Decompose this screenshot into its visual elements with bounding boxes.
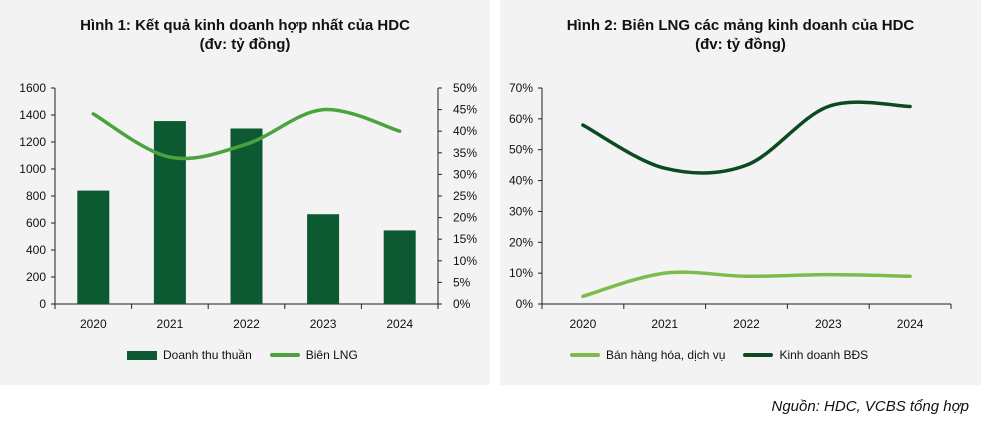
right-axis-tick-label: 20%	[453, 211, 477, 225]
right-axis-tick-label: 45%	[453, 103, 477, 117]
chart-2-title-line1: Hình 2: Biên LNG các mảng kinh doanh của…	[566, 17, 915, 34]
legend-label-margin: Biên LNG	[305, 348, 358, 362]
legend-label-revenue: Doanh thu thuần	[163, 348, 252, 362]
chart-1-title-line2: (đv: tỷ đồng)	[199, 36, 291, 53]
source-note: Nguồn: HDC, VCBS tổng hợp	[771, 398, 970, 415]
line-series-real-estate	[581, 100, 912, 175]
x-axis-tick-label: 2024	[386, 317, 413, 331]
y-axis-tick-label: 60%	[509, 112, 533, 126]
legend-label-realestate: Kinh doanh BĐS	[779, 348, 869, 362]
legend-item-margin: Biên LNG	[269, 348, 358, 362]
legend-swatch-margin	[269, 353, 300, 357]
chart-1-title: Hình 1: Kết quả kinh doanh hợp nhất của …	[0, 16, 490, 54]
chart-panel-1: Hình 1: Kết quả kinh doanh hợp nhất của …	[0, 0, 490, 385]
left-axis-tick-label: 1000	[19, 162, 46, 176]
left-axis-tick-label: 800	[26, 189, 46, 203]
y-axis-tick-label: 40%	[509, 174, 533, 188]
bar-revenue-2024	[383, 230, 416, 304]
legend-label-goods: Bán hàng hóa, dịch vụ	[606, 348, 726, 362]
right-axis-tick-label: 5%	[453, 275, 471, 289]
left-axis-tick-label: 1600	[19, 81, 46, 95]
chart-2-title: Hình 2: Biên LNG các mảng kinh doanh của…	[500, 16, 981, 54]
y-axis-tick-label: 70%	[509, 81, 533, 95]
left-axis-tick-label: 1200	[19, 135, 46, 149]
x-axis-tick-label: 2023	[310, 317, 337, 331]
right-axis-tick-label: 10%	[453, 254, 477, 268]
chart-2-svg: 0% 10% 20% 30% 40% 50% 60% 70% 2020 2021 2022 2023 2…	[509, 81, 952, 331]
chart-2-title-line2: (đv: tỷ đồng)	[695, 36, 786, 53]
chart-1-svg: 0 200 400 600 800 1000 1200 1400 1600 0% 5% 10% 15% 2…	[19, 81, 477, 331]
y-axis-tick-label: 30%	[509, 204, 533, 218]
x-axis-tick-label: 2020	[80, 317, 107, 331]
chart-1-legend: Doanh thu thuần Biên LNG	[127, 348, 376, 362]
chart-1-title-line1: Hình 1: Kết quả kinh doanh hợp nhất của …	[80, 17, 410, 34]
right-axis-tick-label: 15%	[453, 232, 477, 246]
x-axis-tick-label: 2024	[897, 317, 924, 331]
legend-swatch-revenue	[127, 350, 157, 360]
right-axis-tick-label: 50%	[453, 81, 477, 95]
legend-item-goods: Bán hàng hóa, dịch vụ	[570, 348, 725, 362]
right-axis-tick-label: 35%	[453, 146, 477, 160]
right-axis-tick-label: 0%	[453, 297, 471, 311]
x-axis-tick-label: 2023	[815, 317, 842, 331]
x-axis-tick-label: 2021	[651, 317, 678, 331]
bar-revenue-2023	[307, 214, 340, 304]
x-axis-tick-label: 2022	[233, 317, 260, 331]
y-axis-tick-label: 20%	[509, 235, 533, 249]
left-axis-tick-label: 1400	[19, 108, 46, 122]
right-axis-tick-label: 40%	[453, 124, 477, 138]
y-axis-tick-label: 0%	[516, 297, 534, 311]
bar-revenue-2021	[153, 121, 186, 304]
left-axis-tick-label: 400	[26, 243, 46, 257]
left-axis-tick-label: 0	[39, 297, 46, 311]
legend-swatch-realestate	[743, 353, 774, 357]
left-axis-tick-label: 200	[26, 270, 46, 284]
chart-panel-2: Hình 2: Biên LNG các mảng kinh doanh của…	[500, 0, 981, 385]
legend-swatch-goods	[570, 353, 600, 357]
legend-item-realestate: Kinh doanh BĐS	[743, 348, 868, 362]
y-axis-tick-label: 10%	[509, 266, 533, 280]
x-axis-tick-label: 2020	[570, 317, 597, 331]
line-series-goods-services	[581, 270, 912, 299]
legend-item-revenue: Doanh thu thuần	[127, 348, 252, 362]
bar-revenue-2022	[230, 128, 263, 304]
y-axis-tick-label: 50%	[509, 143, 533, 157]
right-axis-tick-label: 25%	[453, 189, 477, 203]
line-series-margin	[91, 107, 402, 161]
x-axis-tick-label: 2022	[733, 317, 760, 331]
chart-2-legend: Bán hàng hóa, dịch vụ Kinh doanh BĐS	[570, 348, 886, 362]
right-axis-tick-label: 30%	[453, 167, 477, 181]
left-axis-tick-label: 600	[26, 216, 46, 230]
x-axis-tick-label: 2021	[157, 317, 184, 331]
bar-revenue-2020	[77, 190, 110, 304]
